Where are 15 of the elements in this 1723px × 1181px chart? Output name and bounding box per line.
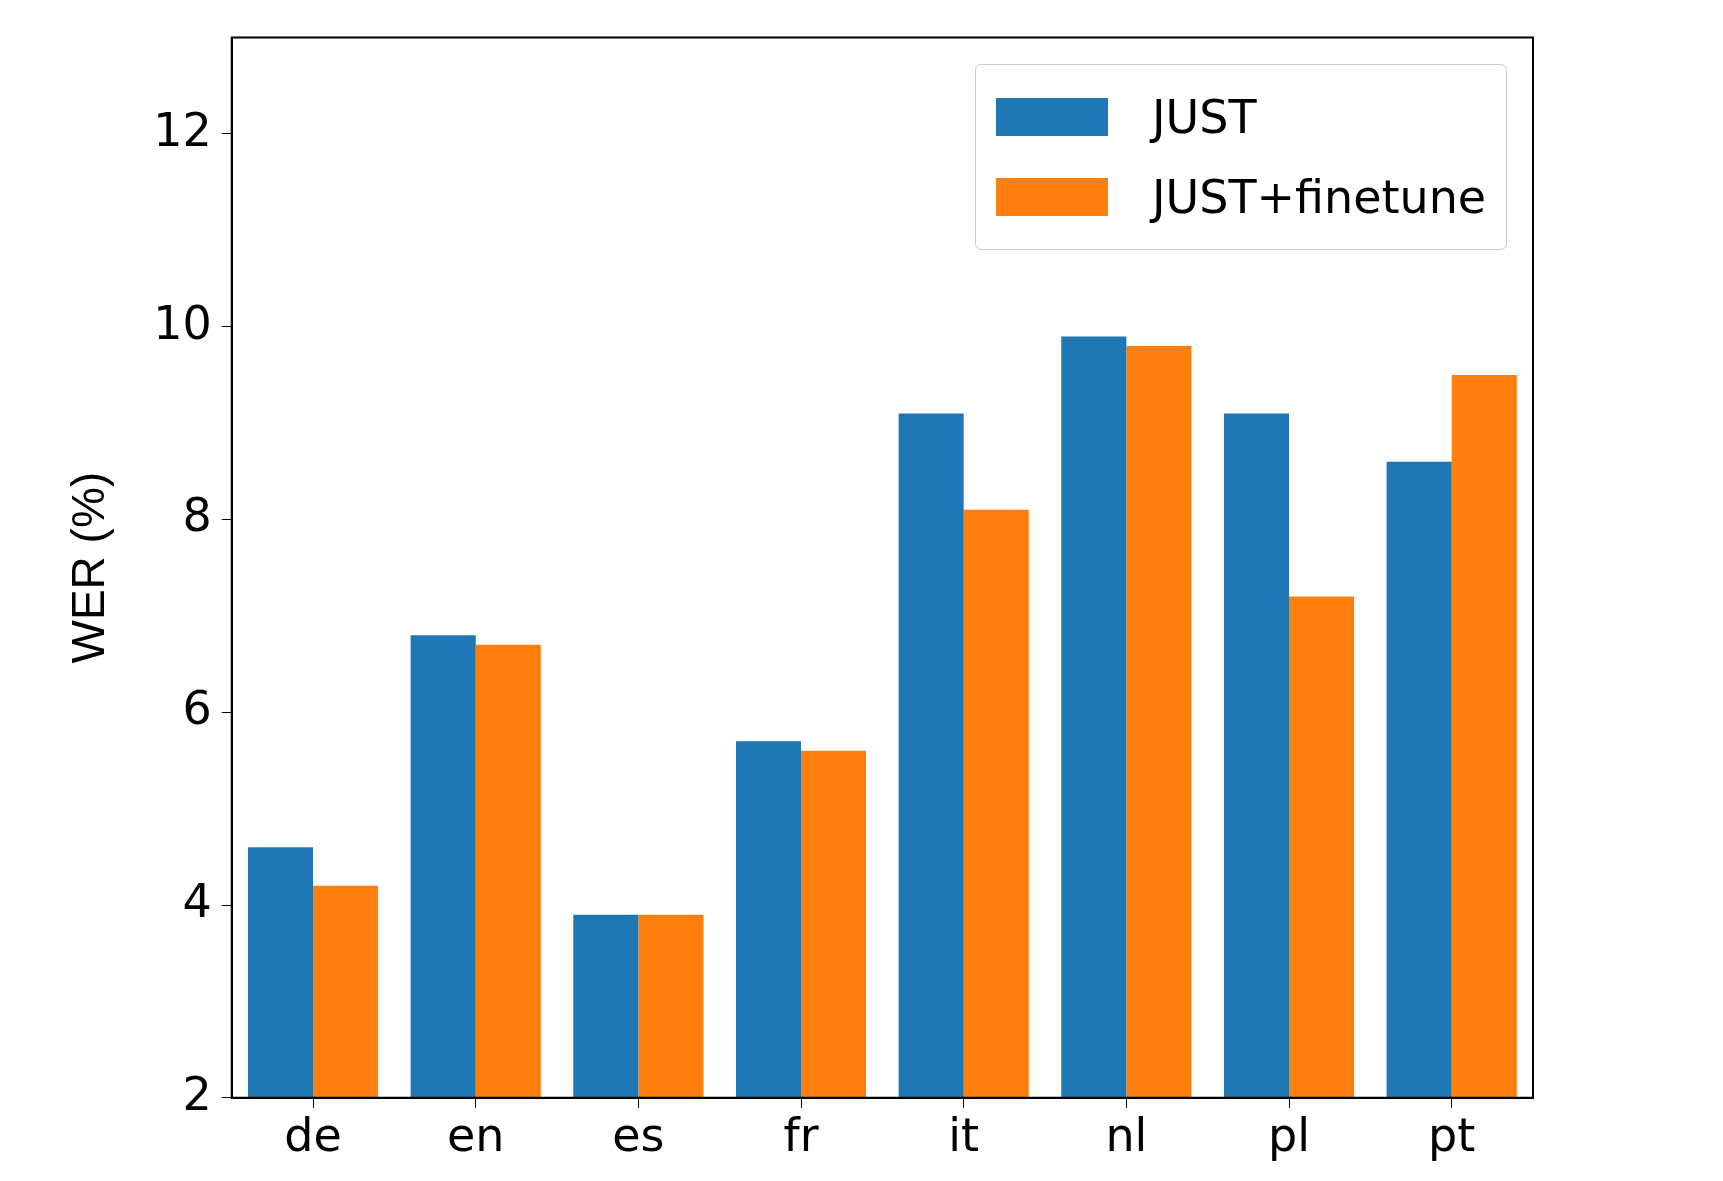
y-tick-label: 2 bbox=[182, 1066, 212, 1121]
x-tick-label: fr bbox=[783, 1108, 819, 1163]
x-tick-label: de bbox=[284, 1108, 342, 1163]
x-tick-label: pt bbox=[1428, 1108, 1476, 1163]
y-axis-title: WER (%) bbox=[62, 471, 115, 664]
x-tick-label: en bbox=[446, 1108, 505, 1163]
x-tick-label: it bbox=[948, 1108, 980, 1163]
y-tick-label: 6 bbox=[182, 681, 212, 736]
y-tick-label: 4 bbox=[182, 873, 212, 928]
y-tick-label: 8 bbox=[182, 488, 212, 543]
y-tick-label: 12 bbox=[153, 102, 212, 157]
y-tick-label: 10 bbox=[153, 295, 212, 350]
x-tick-label: nl bbox=[1105, 1108, 1148, 1163]
x-tick-label: es bbox=[612, 1108, 665, 1163]
x-tick-label: pl bbox=[1268, 1108, 1310, 1163]
